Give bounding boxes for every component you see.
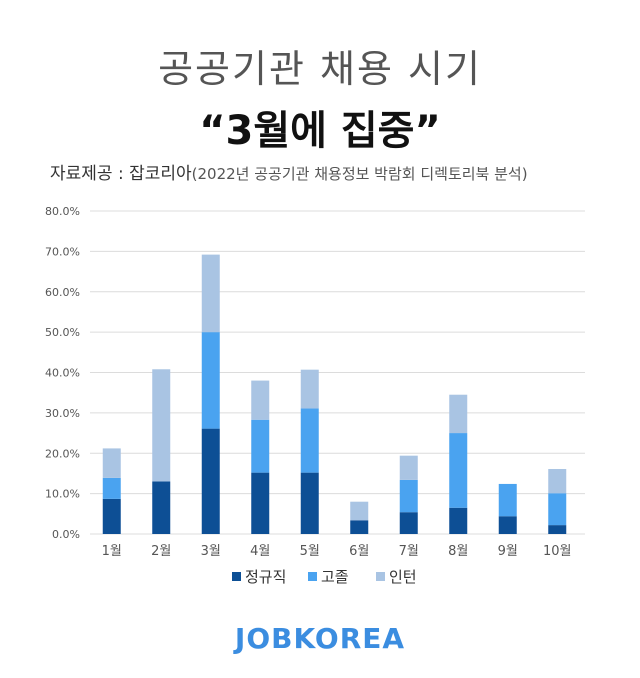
y-tick-label: 30.0% bbox=[45, 407, 80, 420]
legend-label: 인턴 bbox=[389, 568, 417, 586]
x-tick-label: 4월 bbox=[250, 544, 270, 559]
bar-segment bbox=[152, 481, 171, 534]
y-tick-label: 0.0% bbox=[52, 528, 80, 541]
bar-segment bbox=[350, 520, 369, 534]
bar-segment bbox=[449, 433, 468, 508]
bar-segment bbox=[449, 394, 468, 434]
bar-segment bbox=[498, 516, 517, 534]
bar-segment bbox=[201, 428, 220, 534]
bar-segment bbox=[102, 498, 121, 534]
bar-segment bbox=[152, 369, 171, 482]
y-tick-label: 10.0% bbox=[45, 488, 80, 501]
bar-segment bbox=[251, 419, 270, 473]
bar-segment bbox=[102, 477, 121, 499]
legend-label: 정규직 bbox=[245, 568, 286, 586]
title-line-2: “3월에 집중” bbox=[199, 108, 441, 154]
bar-segment bbox=[300, 369, 319, 409]
y-tick-label: 70.0% bbox=[45, 245, 80, 258]
bar-segment bbox=[201, 254, 220, 333]
x-tick-label: 2월 bbox=[151, 544, 171, 559]
bar-segment bbox=[251, 472, 270, 534]
bar-segment bbox=[399, 455, 418, 480]
legend-swatch bbox=[308, 572, 317, 581]
bar-segment bbox=[449, 507, 468, 534]
x-tick-label: 10월 bbox=[543, 544, 572, 559]
y-tick-label: 80.0% bbox=[45, 205, 80, 218]
bar-segment bbox=[399, 479, 418, 513]
x-tick-label: 9월 bbox=[498, 544, 518, 559]
x-tick-label: 6월 bbox=[349, 544, 369, 559]
source-note: (2022년 공공기관 채용정보 박람회 디렉토리북 분석) bbox=[191, 165, 528, 183]
bar-segment bbox=[399, 512, 418, 534]
bar-segment bbox=[498, 483, 517, 517]
source-credit: 자료제공 : 잡코리아(2022년 공공기관 채용정보 박람회 디렉토리북 분석… bbox=[50, 159, 630, 184]
y-tick-label: 60.0% bbox=[45, 286, 80, 299]
x-tick-label: 5월 bbox=[300, 544, 320, 559]
x-tick-label: 8월 bbox=[448, 544, 468, 559]
bar-segment bbox=[548, 525, 567, 534]
bar-segment bbox=[300, 472, 319, 534]
bar-segment bbox=[251, 380, 270, 420]
bar-segment bbox=[350, 501, 369, 521]
x-tick-label: 1월 bbox=[102, 544, 122, 559]
bar-segment bbox=[548, 468, 567, 494]
bar-segment bbox=[201, 332, 220, 429]
legend-swatch bbox=[232, 572, 241, 581]
y-tick-label: 50.0% bbox=[45, 326, 80, 339]
bar-segment bbox=[102, 448, 121, 478]
y-tick-label: 20.0% bbox=[45, 447, 80, 460]
legend-swatch bbox=[376, 572, 385, 581]
x-tick-label: 7월 bbox=[399, 544, 419, 559]
y-tick-label: 40.0% bbox=[45, 367, 80, 380]
bar-segment bbox=[300, 408, 319, 473]
legend-label: 고졸 bbox=[321, 568, 349, 586]
jobkorea-logo: JOBKOREA bbox=[234, 622, 406, 655]
x-tick-label: 3월 bbox=[201, 544, 221, 559]
source-label: 자료제공 : 잡코리아 bbox=[50, 164, 192, 184]
bar-segment bbox=[548, 493, 567, 526]
stacked-bar-chart: 0.0% 10.0% 20.0% 30.0% 40.0% 50.0% 60.0% 70.0% 8… bbox=[45, 205, 585, 586]
title-line-1: 공공기관 채용 시기 bbox=[158, 47, 482, 91]
